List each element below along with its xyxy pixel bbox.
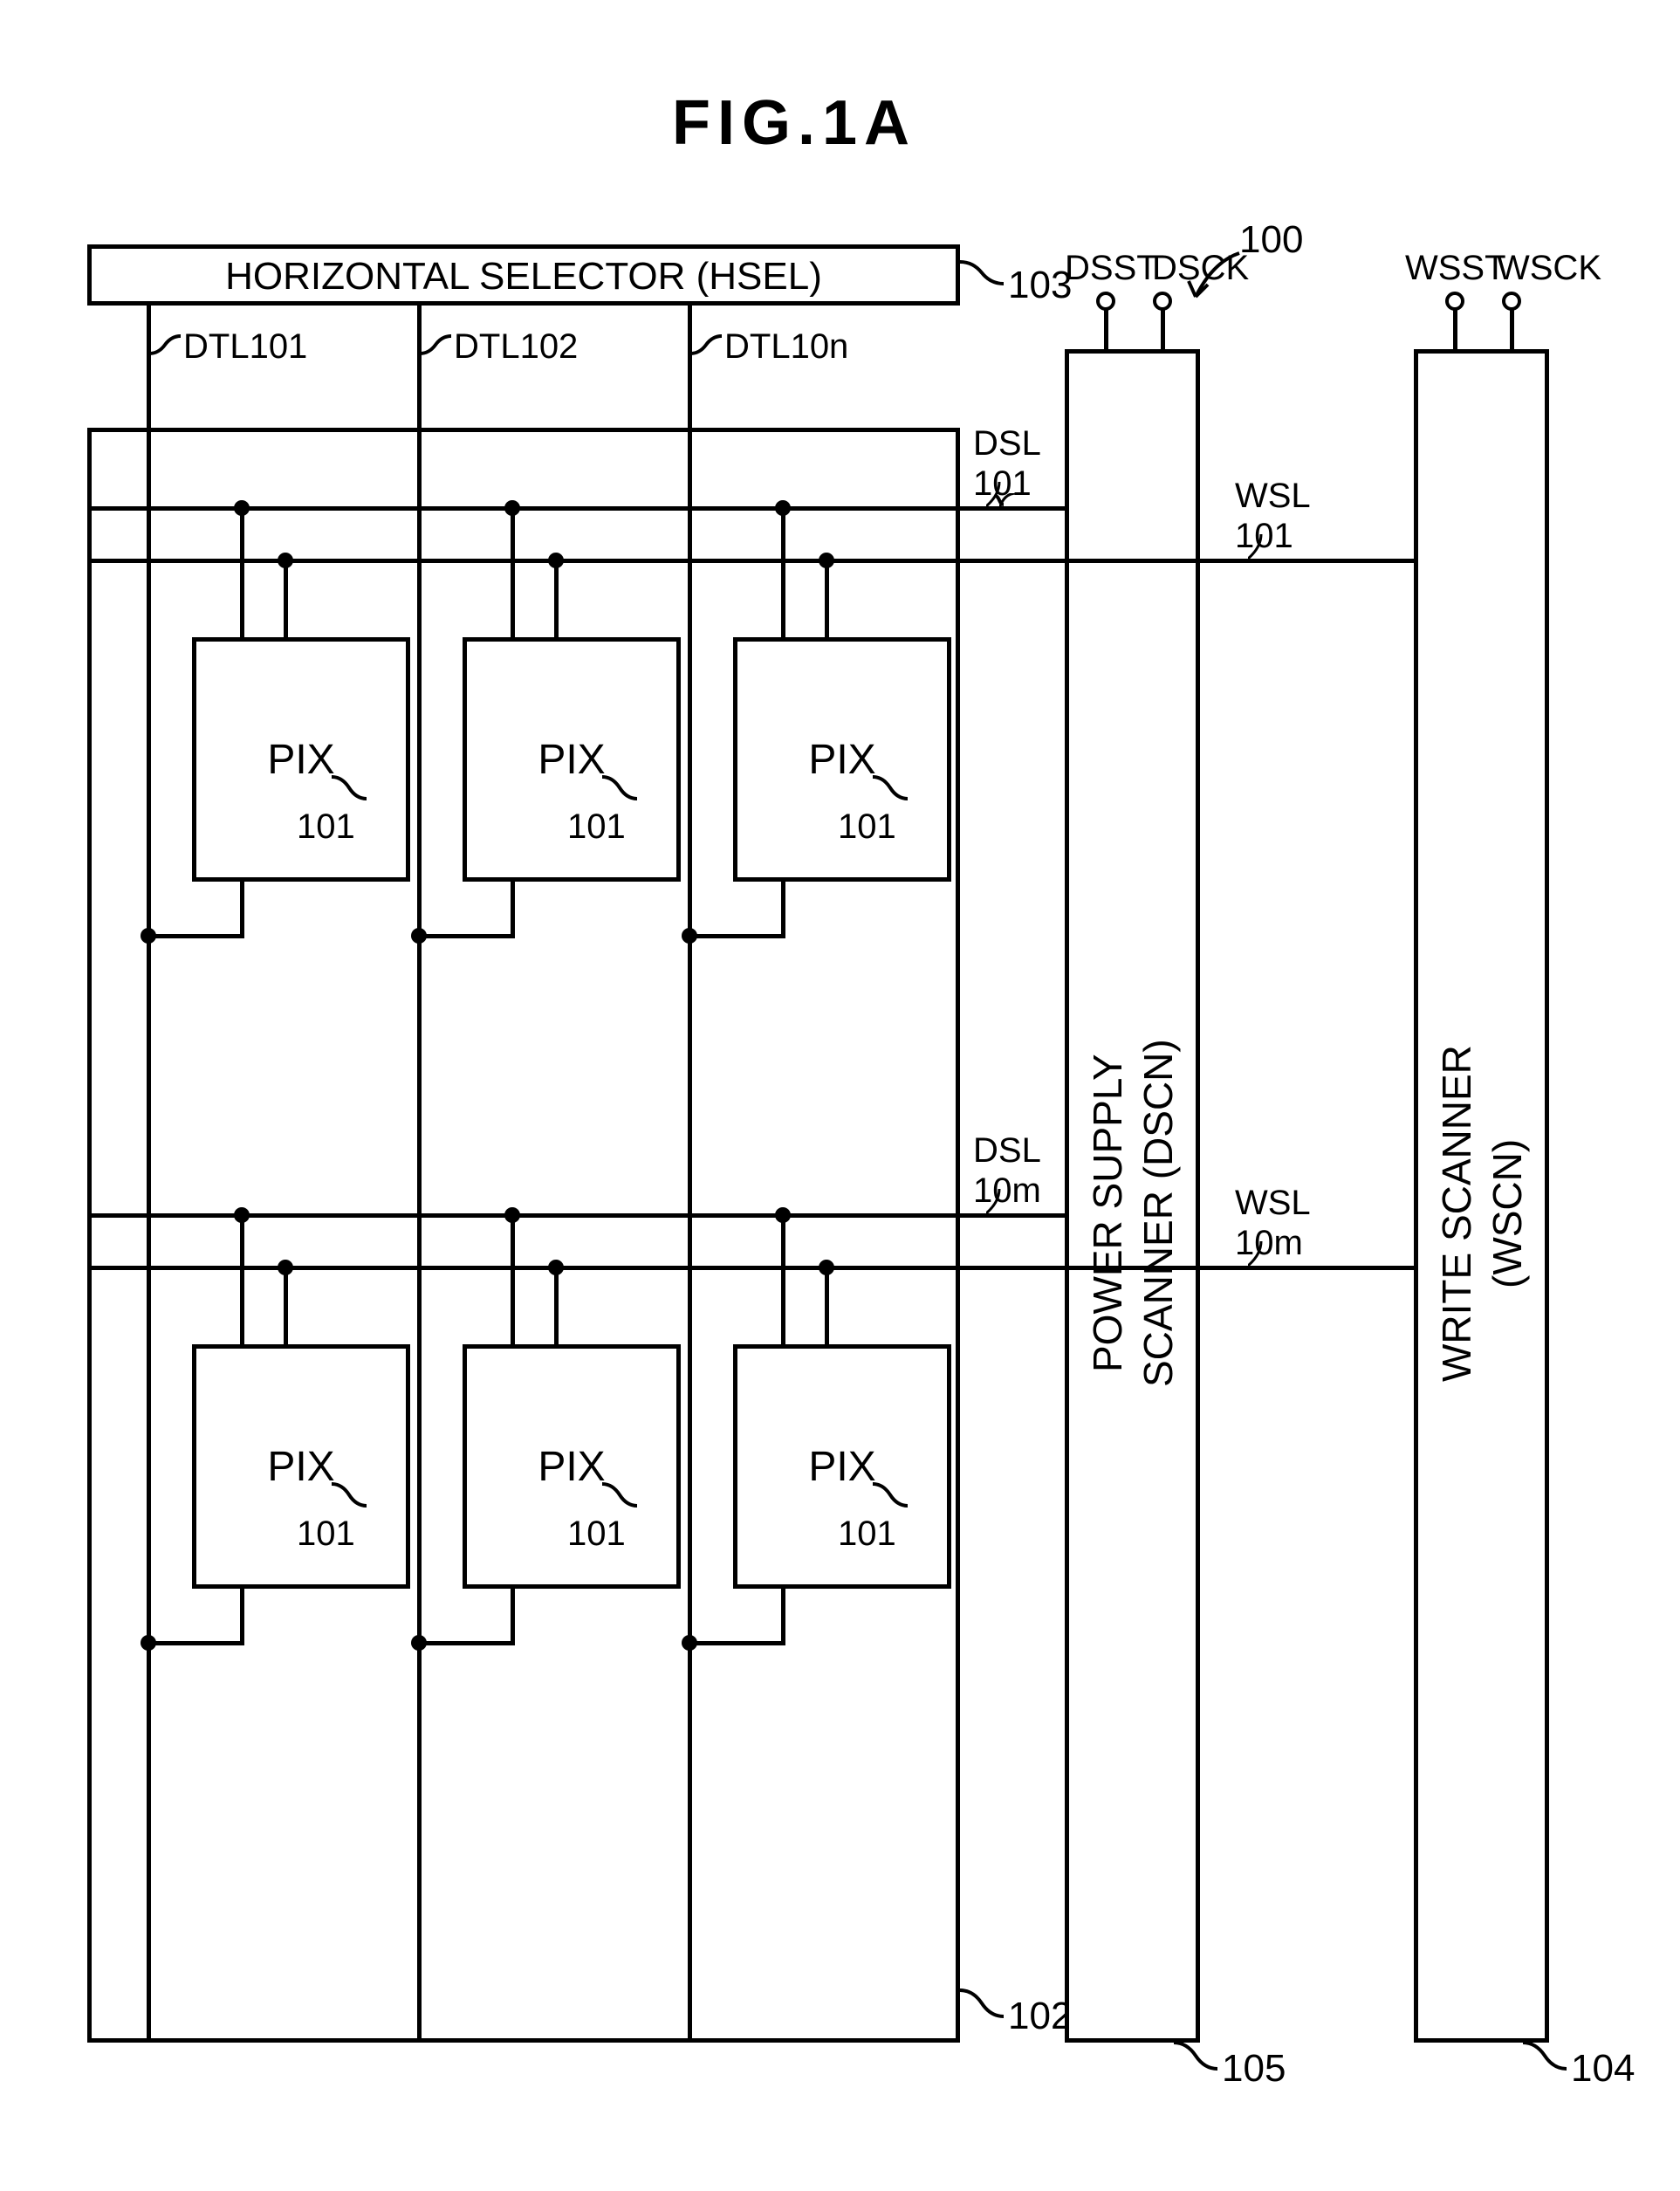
ref-105: 105 [1222, 2047, 1286, 2091]
figure-title: FIG.1A [672, 87, 916, 159]
junction-dot [504, 500, 520, 516]
ref-curve [602, 1484, 637, 1510]
junction-dot [504, 1207, 520, 1223]
junction-dot [548, 553, 564, 568]
stub [554, 1266, 559, 1344]
stub [688, 934, 785, 938]
stub [825, 559, 829, 637]
ref-104: 104 [1571, 2047, 1635, 2091]
terminal-circle [1445, 292, 1464, 311]
stub [240, 882, 244, 934]
stub [417, 1641, 515, 1645]
ref-curve [873, 1484, 908, 1510]
dsck-label: DSCK [1152, 249, 1249, 288]
stub [284, 1266, 288, 1344]
junction-dot [819, 553, 834, 568]
pix-ref-101: 101 [567, 1514, 626, 1554]
junction-dot [682, 928, 697, 944]
ref-curve [1523, 2043, 1567, 2073]
dtl-line [147, 306, 151, 2043]
ref-curve [960, 1990, 1004, 2021]
dsst-label: DSST [1065, 249, 1158, 288]
wscn-label: WRITE SCANNER(WSCN) [1431, 908, 1533, 1519]
junction-dot [234, 500, 250, 516]
ref-curve [332, 1484, 367, 1510]
wsck-label: WSCK [1497, 249, 1601, 288]
junction-dot [411, 928, 427, 944]
junction-dot [775, 500, 791, 516]
stub [284, 559, 288, 637]
stub [511, 1589, 515, 1641]
stub [554, 559, 559, 637]
stub [417, 934, 515, 938]
ref-curve [420, 336, 451, 358]
ref-103: 103 [1008, 264, 1072, 307]
pix-ref-101: 101 [838, 807, 896, 847]
stub [511, 1213, 515, 1344]
dtl-label: DTL102 [454, 327, 578, 367]
stub [147, 1641, 244, 1645]
ref-curve [149, 336, 181, 358]
hsel-label: HORIZONTAL SELECTOR (HSEL) [201, 255, 847, 299]
terminal-circle [1153, 292, 1172, 311]
pix-ref-101: 101 [838, 1514, 896, 1554]
dtl-line [688, 306, 692, 2043]
ref-curve [873, 777, 908, 803]
junction-dot [141, 928, 156, 944]
stub [240, 506, 244, 637]
stub [781, 882, 785, 934]
ref-curve [960, 262, 1004, 288]
junction-dot [278, 1260, 293, 1275]
stub [688, 1641, 785, 1645]
pix-ref-101: 101 [297, 1514, 355, 1554]
wsst-label: WSST [1405, 249, 1506, 288]
dtl-label: DTL10n [724, 327, 848, 367]
stub [511, 506, 515, 637]
stub [511, 882, 515, 934]
stub [781, 506, 785, 637]
stub [825, 1266, 829, 1344]
ref-curve [1174, 2043, 1217, 2073]
stub [147, 934, 244, 938]
stub [781, 1213, 785, 1344]
pix-ref-101: 101 [567, 807, 626, 847]
dtl-line [417, 306, 422, 2043]
junction-dot [141, 1635, 156, 1651]
junction-dot [819, 1260, 834, 1275]
junction-dot [278, 553, 293, 568]
terminal-circle [1502, 292, 1521, 311]
stub [240, 1213, 244, 1344]
junction-dot [775, 1207, 791, 1223]
junction-dot [411, 1635, 427, 1651]
junction-dot [234, 1207, 250, 1223]
ref-curve [332, 777, 367, 803]
junction-dot [548, 1260, 564, 1275]
ref-curve [602, 777, 637, 803]
ref-curve [690, 336, 722, 358]
pix-ref-101: 101 [297, 807, 355, 847]
ref-102: 102 [1008, 1995, 1072, 2038]
dtl-label: DTL101 [183, 327, 307, 367]
junction-dot [682, 1635, 697, 1651]
stub [240, 1589, 244, 1641]
terminal-circle [1096, 292, 1115, 311]
stub [781, 1589, 785, 1641]
dscn-label: POWER SUPPLYSCANNER (DSCN) [1082, 908, 1183, 1519]
